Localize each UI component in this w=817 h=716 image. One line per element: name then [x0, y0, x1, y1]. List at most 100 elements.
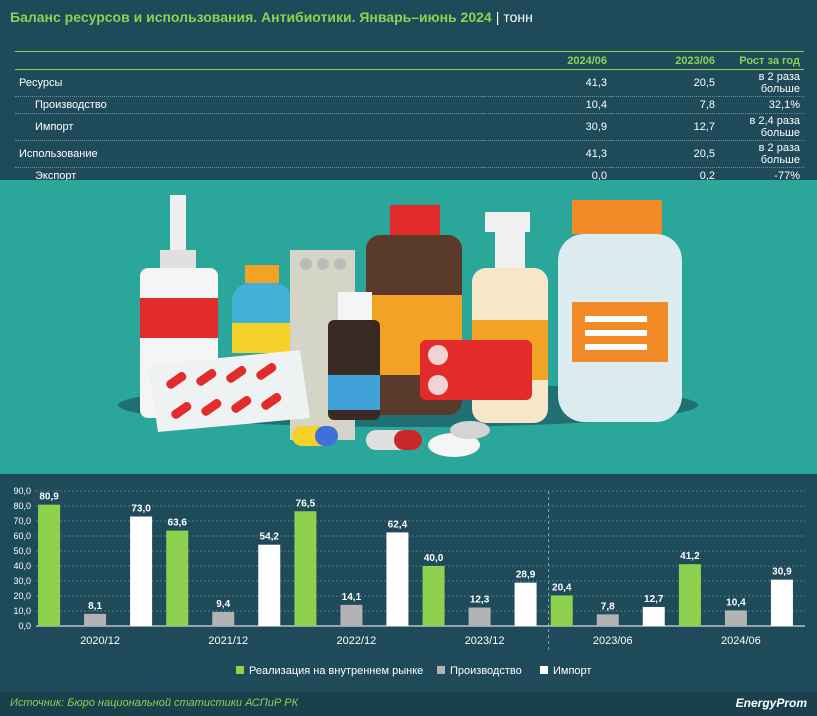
data-label: 63,6 — [168, 518, 188, 529]
row-value-2024: 10,4 — [483, 96, 611, 114]
data-label: 62,4 — [388, 519, 408, 530]
y-tick-label: 60,0 — [13, 531, 31, 541]
row-value-2024: 41,3 — [483, 69, 611, 97]
medicine-illustration — [0, 180, 817, 474]
y-tick-label: 50,0 — [13, 546, 31, 556]
data-label: 9,4 — [216, 599, 230, 610]
y-tick-label: 20,0 — [13, 591, 31, 601]
header-growth: Рост за год — [719, 51, 804, 70]
header-2023: 2023/06 — [611, 51, 719, 70]
bar — [550, 595, 573, 626]
bar-chart-svg: 0,0 10,0 20,0 30,0 40,0 50,0 60,0 70,0 80,0 90,0 8… — [13, 486, 805, 677]
bar — [130, 516, 153, 626]
data-label: 54,2 — [260, 532, 280, 543]
y-tick-label: 80,0 — [13, 501, 31, 511]
data-label: 40,0 — [424, 553, 444, 564]
row-label: Ресурсы — [15, 69, 483, 97]
bar — [514, 582, 537, 626]
row-value-2023: 7,8 — [611, 96, 719, 114]
capsule-blister — [148, 350, 310, 432]
x-tick-label: 2020/12 — [80, 635, 120, 647]
title-unit: тонн — [503, 9, 533, 25]
y-tick-label: 40,0 — [13, 561, 31, 571]
bar — [386, 532, 409, 626]
row-growth: 32,1% — [719, 96, 804, 114]
legend-label: Реализация на внутреннем рынке — [249, 665, 423, 677]
bar — [340, 604, 363, 626]
chart-title: Баланс ресурсов и использования. Антибио… — [10, 9, 533, 25]
row-value-2023: 12,7 — [611, 113, 719, 141]
bar — [596, 614, 619, 626]
legend-label: Импорт — [553, 665, 591, 677]
bar-chart: 0,0 10,0 20,0 30,0 40,0 50,0 60,0 70,0 80,0 90,0 8… — [0, 476, 817, 696]
flask — [232, 265, 292, 353]
row-value-2024: 41,3 — [483, 140, 611, 168]
table-header-row: 2024/06 2023/06 Рост за год — [15, 51, 804, 70]
data-label: 10,4 — [726, 597, 746, 608]
data-label: 41,2 — [680, 551, 700, 562]
title-separator: | — [495, 9, 500, 25]
data-label: 28,9 — [516, 570, 536, 581]
table-row: Производство 10,4 7,8 32,1% — [15, 96, 804, 114]
bar — [678, 564, 701, 626]
row-label: Импорт — [15, 113, 483, 141]
table-row: Ресурсы 41,3 20,5 в 2 раза больше — [15, 69, 804, 97]
pill-jar — [558, 200, 682, 422]
bar — [212, 611, 235, 626]
bar — [258, 544, 281, 626]
bar — [468, 607, 491, 626]
bar — [422, 566, 445, 626]
legend-label: Производство — [450, 665, 522, 677]
data-label: 73,0 — [131, 504, 151, 515]
footer: Источник: Бюро национальной статистики А… — [0, 692, 817, 716]
header-label-col — [15, 51, 483, 70]
row-label: Использование — [15, 140, 483, 168]
data-label: 30,9 — [772, 567, 792, 578]
table-row: Импорт 30,9 12,7 в 2,4 раза больше — [15, 113, 804, 141]
legend-swatch — [540, 666, 548, 674]
x-tick-label: 2023/06 — [593, 635, 633, 647]
data-label: 7,8 — [601, 601, 615, 612]
medicine-illustration-svg — [118, 195, 698, 457]
x-tick-label: 2022/12 — [337, 635, 377, 647]
data-label: 14,1 — [342, 592, 362, 603]
row-value-2023: 20,5 — [611, 69, 719, 97]
data-label: 8,1 — [88, 601, 102, 612]
bar — [770, 579, 793, 626]
x-tick-label: 2023/12 — [465, 635, 505, 647]
red-blister — [420, 340, 532, 400]
x-tick-label: 2024/06 — [721, 635, 761, 647]
row-growth: в 2,4 раза больше — [719, 113, 804, 141]
data-label: 12,7 — [644, 594, 664, 605]
header-2024: 2024/06 — [483, 51, 611, 70]
source-text: Источник: Бюро национальной статистики А… — [10, 697, 299, 709]
bar — [294, 511, 317, 626]
bar — [38, 504, 61, 626]
y-tick-label: 0,0 — [18, 621, 31, 631]
bar — [84, 613, 107, 626]
x-tick-label: 2021/12 — [208, 635, 248, 647]
row-value-2023: 20,5 — [611, 140, 719, 168]
oval-tablet — [450, 421, 490, 439]
y-tick-label: 10,0 — [13, 606, 31, 616]
row-label: Производство — [15, 96, 483, 114]
data-label: 76,5 — [296, 498, 316, 509]
y-tick-label: 90,0 — [13, 486, 31, 496]
row-value-2024: 30,9 — [483, 113, 611, 141]
round-tablet — [428, 433, 480, 457]
data-label: 80,9 — [39, 492, 59, 503]
bar — [642, 606, 665, 626]
row-growth: в 2 раза больше — [719, 140, 804, 168]
bar — [724, 610, 747, 626]
legend-swatch — [437, 666, 445, 674]
small-bottle — [328, 292, 380, 420]
data-label: 12,3 — [470, 595, 490, 606]
row-growth: в 2 раза больше — [719, 69, 804, 97]
y-tick-label: 70,0 — [13, 516, 31, 526]
bar — [166, 530, 189, 626]
energyprom-logo: EnergyProm — [735, 696, 807, 710]
y-tick-label: 30,0 — [13, 576, 31, 586]
title-text: Баланс ресурсов и использования. Антибио… — [10, 9, 492, 25]
table-row: Использование 41,3 20,5 в 2 раза больше — [15, 140, 804, 168]
data-label: 20,4 — [552, 582, 572, 593]
